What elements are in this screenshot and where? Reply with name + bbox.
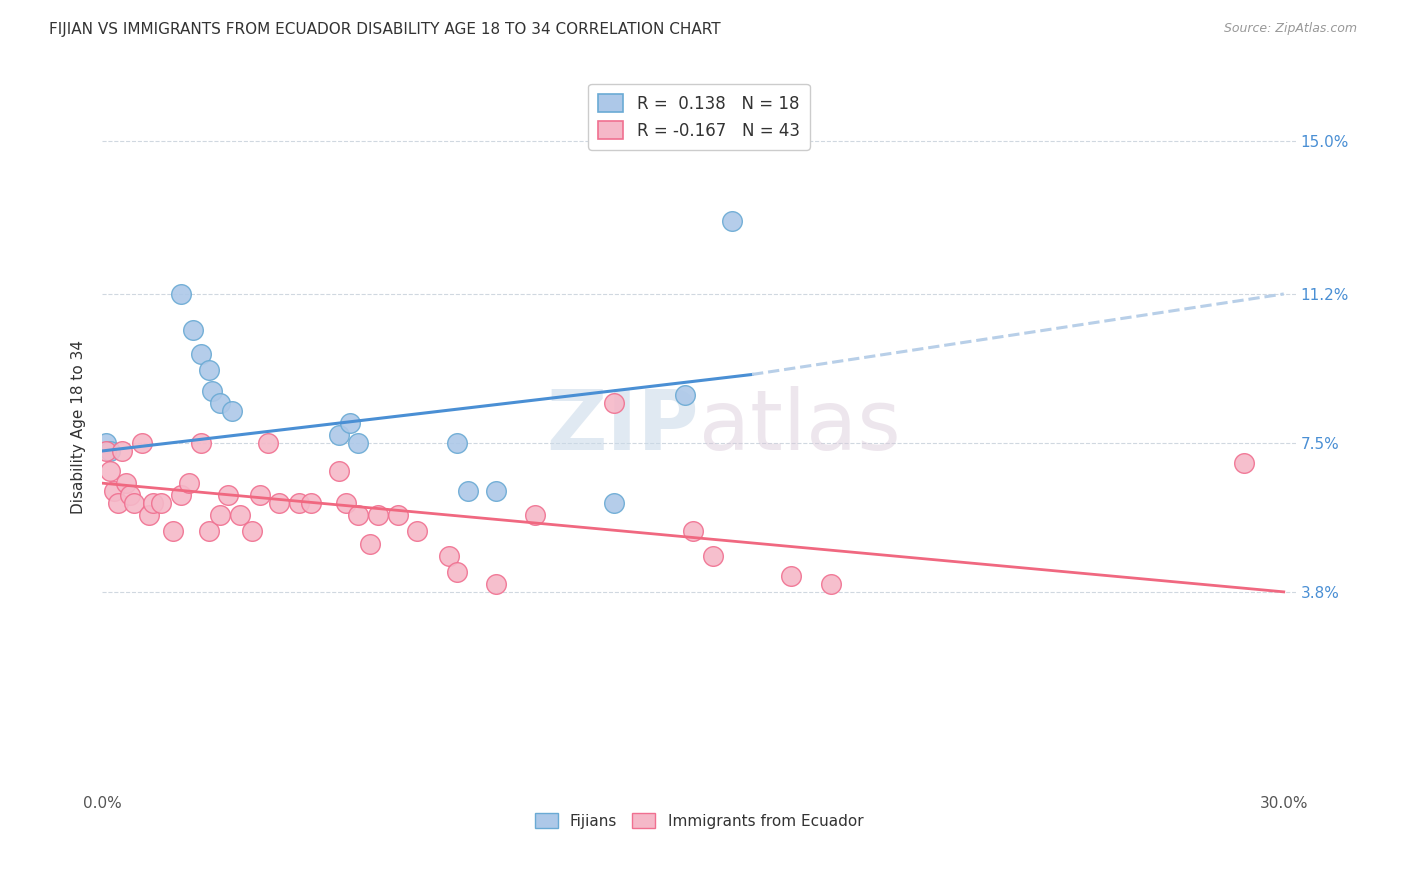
Text: atlas: atlas [699, 386, 901, 467]
Point [682, 524, 704, 539]
Point [138, 508, 160, 523]
Point [603, 395, 626, 409]
Point [94, 444, 117, 458]
Point [209, 508, 232, 523]
Point [229, 508, 252, 523]
Point [197, 524, 219, 539]
Point [118, 488, 141, 502]
Text: FIJIAN VS IMMIGRANTS FROM ECUADOR DISABILITY AGE 18 TO 34 CORRELATION CHART: FIJIAN VS IMMIGRANTS FROM ECUADOR DISABI… [49, 22, 721, 37]
Point [209, 395, 232, 409]
Point [111, 444, 134, 458]
Point [98, 444, 121, 458]
Point [437, 549, 460, 563]
Point [367, 508, 389, 523]
Point [162, 524, 184, 539]
Point [142, 496, 165, 510]
Legend: Fijians, Immigrants from Ecuador: Fijians, Immigrants from Ecuador [529, 806, 869, 835]
Point [98, 464, 121, 478]
Point [299, 496, 322, 510]
Point [201, 384, 224, 398]
Point [177, 476, 200, 491]
Point [107, 496, 129, 510]
Point [256, 436, 278, 450]
Point [328, 428, 350, 442]
Point [485, 576, 508, 591]
Point [190, 436, 212, 450]
Point [94, 436, 117, 450]
Point [485, 484, 508, 499]
Point [335, 496, 357, 510]
Point [1233, 456, 1256, 470]
Point [269, 496, 291, 510]
Point [328, 464, 350, 478]
Point [115, 476, 138, 491]
Point [181, 323, 204, 337]
Point [347, 508, 370, 523]
Point [197, 363, 219, 377]
Point [150, 496, 173, 510]
Point [524, 508, 547, 523]
Point [446, 436, 468, 450]
Point [780, 568, 803, 582]
Y-axis label: Disability Age 18 to 34: Disability Age 18 to 34 [72, 340, 86, 514]
Point [702, 549, 724, 563]
Text: ZIP: ZIP [547, 386, 699, 467]
Point [190, 347, 212, 361]
Point [170, 287, 193, 301]
Point [288, 496, 311, 510]
Text: Source: ZipAtlas.com: Source: ZipAtlas.com [1223, 22, 1357, 36]
Point [721, 214, 744, 228]
Point [457, 484, 479, 499]
Point [387, 508, 409, 523]
Point [221, 403, 243, 417]
Point [673, 387, 696, 401]
Point [406, 524, 429, 539]
Point [446, 565, 468, 579]
Point [347, 436, 370, 450]
Point [603, 496, 626, 510]
Point [122, 496, 145, 510]
Point [249, 488, 271, 502]
Point [131, 436, 153, 450]
Point [240, 524, 263, 539]
Point [359, 536, 381, 550]
Point [103, 484, 125, 499]
Point [339, 416, 361, 430]
Point [820, 576, 842, 591]
Point [170, 488, 193, 502]
Point [217, 488, 239, 502]
